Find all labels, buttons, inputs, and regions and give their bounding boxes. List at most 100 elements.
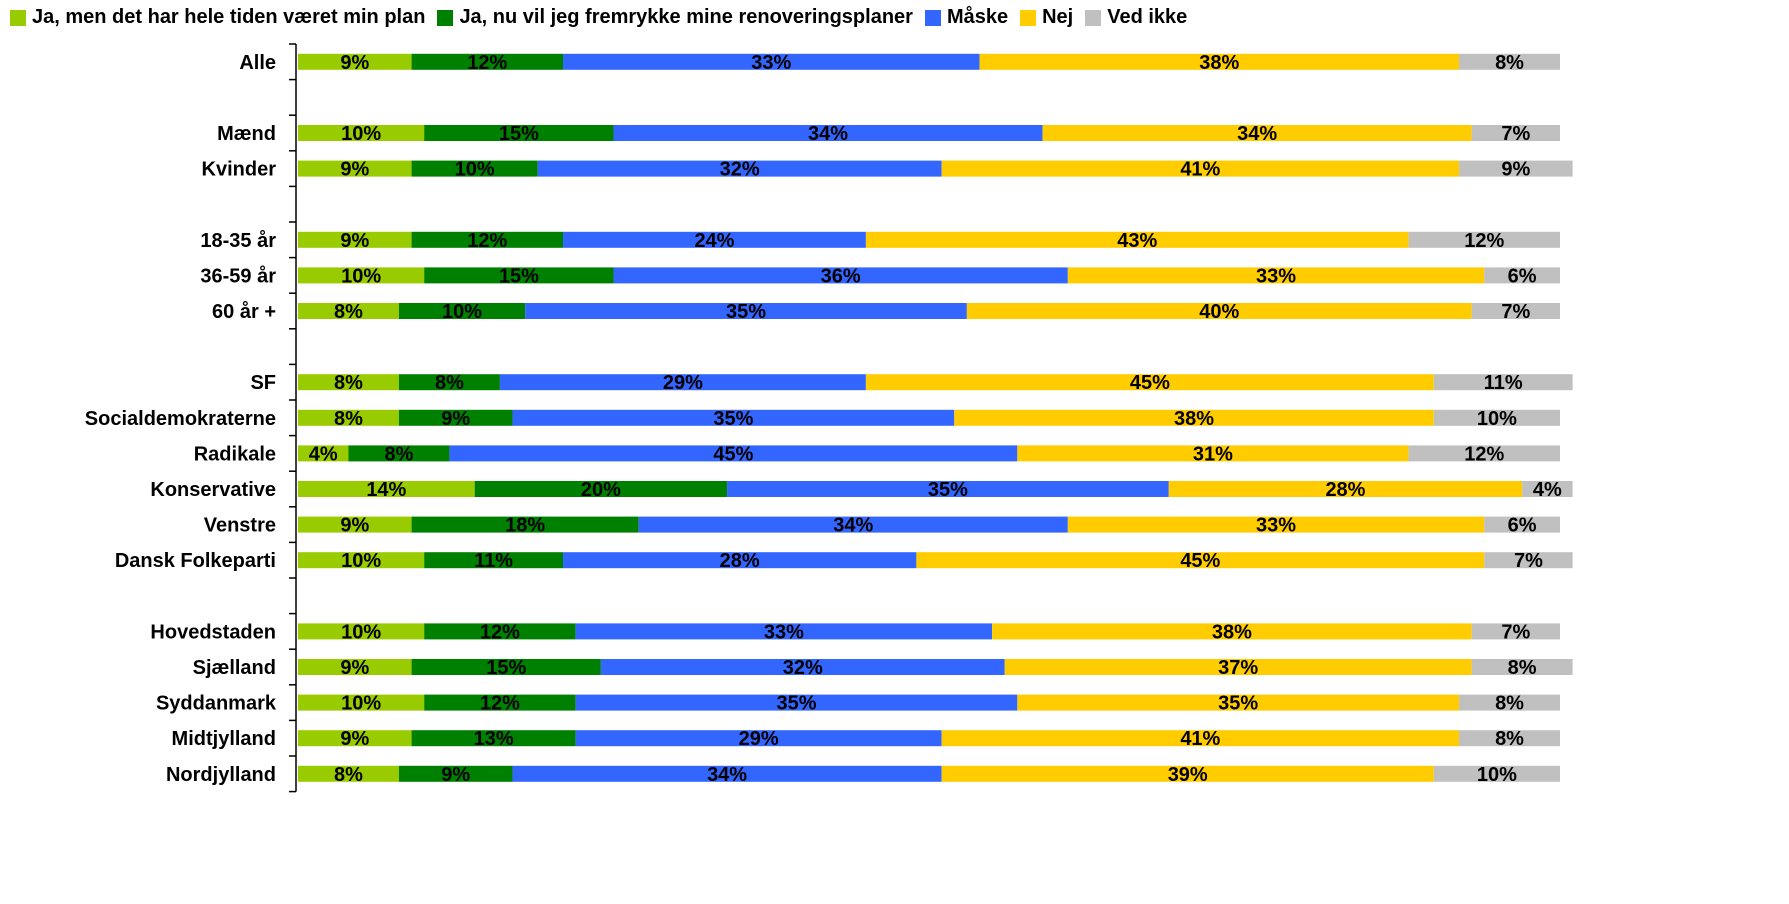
bar-segment xyxy=(424,125,614,141)
bar-segment xyxy=(727,481,1169,497)
data-label: 20% xyxy=(581,479,621,501)
bar-segment xyxy=(1408,231,1560,248)
bar-segment xyxy=(1484,516,1560,533)
bar-segment xyxy=(298,659,412,675)
data-label: 45% xyxy=(1180,550,1220,572)
data-label: 10% xyxy=(1477,764,1517,786)
data-label: 15% xyxy=(499,265,539,287)
legend-swatch xyxy=(1085,9,1102,26)
data-label: 34% xyxy=(833,515,873,537)
bar-segment xyxy=(1042,125,1472,141)
category-label: Radikale xyxy=(194,443,276,465)
data-label: 38% xyxy=(1174,408,1214,430)
data-label: 43% xyxy=(1117,230,1157,252)
category-label: Nordjylland xyxy=(166,764,276,786)
category-label: 60 år + xyxy=(212,300,276,323)
legend-swatch xyxy=(1020,9,1037,26)
data-label: 29% xyxy=(739,728,779,750)
data-label: 8% xyxy=(334,764,363,786)
bar-segment xyxy=(298,765,399,782)
legend-swatch xyxy=(10,9,26,26)
data-label: 9% xyxy=(340,230,369,252)
data-label: 10% xyxy=(1477,408,1517,430)
category-label: Hovedstaden xyxy=(150,621,276,643)
bar-segment xyxy=(613,125,1043,141)
bar-segment xyxy=(424,267,614,284)
data-label: 12% xyxy=(467,230,507,252)
bar-segment xyxy=(1459,730,1560,747)
bar-segment xyxy=(298,730,412,747)
bar-segment xyxy=(398,765,513,782)
data-label: 9% xyxy=(1501,159,1530,181)
bar-segment xyxy=(563,552,917,569)
data-label: 33% xyxy=(1256,515,1296,537)
bar-segment xyxy=(638,516,1068,533)
bar-segment xyxy=(512,409,955,426)
data-label: 8% xyxy=(1495,693,1524,715)
bar-segment xyxy=(1484,267,1560,284)
bar-segment xyxy=(298,552,425,569)
data-label: 12% xyxy=(1464,230,1504,252)
category-label: Socialdemokraterne xyxy=(85,408,276,430)
data-label: 10% xyxy=(341,265,381,287)
data-label: 31% xyxy=(1193,443,1233,465)
data-label: 12% xyxy=(1464,443,1504,465)
bar-segment xyxy=(1017,445,1409,462)
bar-segment xyxy=(298,160,412,177)
data-label: 9% xyxy=(340,159,369,181)
bar-segment xyxy=(398,303,526,319)
bar-segment xyxy=(298,445,349,462)
bar-segment xyxy=(298,694,425,711)
bar-segment xyxy=(1459,694,1560,711)
data-label: 10% xyxy=(341,550,381,572)
bar-segment xyxy=(1459,53,1560,70)
data-label: 37% xyxy=(1218,657,1258,679)
category-label: Konservative xyxy=(150,479,276,501)
bar-segment xyxy=(1017,694,1460,711)
bar-segment xyxy=(1471,125,1560,141)
bar-segment xyxy=(298,231,412,248)
bar-segment xyxy=(916,552,1485,569)
data-label: 24% xyxy=(694,230,734,252)
bar-segment xyxy=(411,53,564,70)
data-label: 33% xyxy=(1256,265,1296,287)
legend-item: Ja, nu vil jeg fremrykke mine renovering… xyxy=(437,6,913,29)
bar-segment xyxy=(865,231,1409,248)
data-label: 10% xyxy=(341,621,381,643)
bar-segment xyxy=(1004,659,1472,675)
bar-segment xyxy=(1471,659,1573,675)
bar-segment xyxy=(575,694,1018,711)
bar-segment xyxy=(941,730,1460,747)
data-label: 28% xyxy=(1325,479,1365,501)
chart-legend: Ja, men det har hele tiden været min pla… xyxy=(10,6,1199,32)
data-label: 41% xyxy=(1180,728,1220,750)
bar-segment xyxy=(512,765,942,782)
data-label: 11% xyxy=(474,550,513,572)
bar-segment xyxy=(411,659,601,675)
bar-segment xyxy=(1168,481,1523,497)
legend-label: Ja, nu vil jeg fremrykke mine renovering… xyxy=(459,6,913,28)
data-label: 7% xyxy=(1501,621,1530,643)
legend-item: Nej xyxy=(1020,6,1073,29)
bar-segment xyxy=(941,765,1434,782)
data-label: 9% xyxy=(441,408,470,430)
bar-segment xyxy=(1484,552,1573,569)
data-label: 35% xyxy=(1218,693,1258,715)
bar-segment xyxy=(474,481,728,497)
data-label: 38% xyxy=(1212,621,1252,643)
bar-segment xyxy=(1522,481,1573,497)
data-label: 9% xyxy=(441,764,470,786)
data-label: 8% xyxy=(334,301,363,323)
bar-segment xyxy=(411,231,564,248)
data-label: 45% xyxy=(1130,372,1170,394)
data-label: 39% xyxy=(1168,764,1208,786)
legend-label: Ved ikke xyxy=(1107,6,1188,28)
data-label: 18% xyxy=(505,515,545,537)
bar-segment xyxy=(398,374,500,391)
data-label: 6% xyxy=(1508,515,1537,537)
data-label: 8% xyxy=(334,408,363,430)
bar-segment xyxy=(298,53,412,70)
data-label: 28% xyxy=(720,550,760,572)
data-label: 40% xyxy=(1199,301,1239,323)
